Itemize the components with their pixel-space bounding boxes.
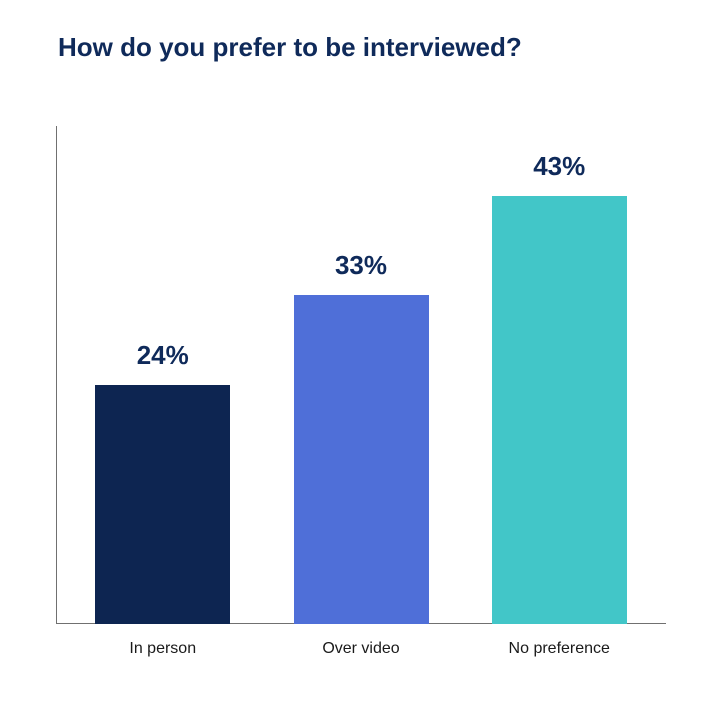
category-label: No preference [459,640,659,658]
bar [492,196,627,624]
bar-value-label: 24% [95,340,230,371]
category-label: Over video [261,640,461,658]
bar-value-label: 43% [492,151,627,182]
y-axis-line [56,126,57,624]
chart-container: How do you prefer to be interviewed? 24%… [0,0,712,702]
bar [294,295,429,624]
bar [95,385,230,624]
category-label: In person [63,640,263,658]
chart-title: How do you prefer to be interviewed? [58,32,522,63]
plot-area: 24%In person33%Over video43%No preferenc… [56,126,666,624]
bar-value-label: 33% [294,250,429,281]
